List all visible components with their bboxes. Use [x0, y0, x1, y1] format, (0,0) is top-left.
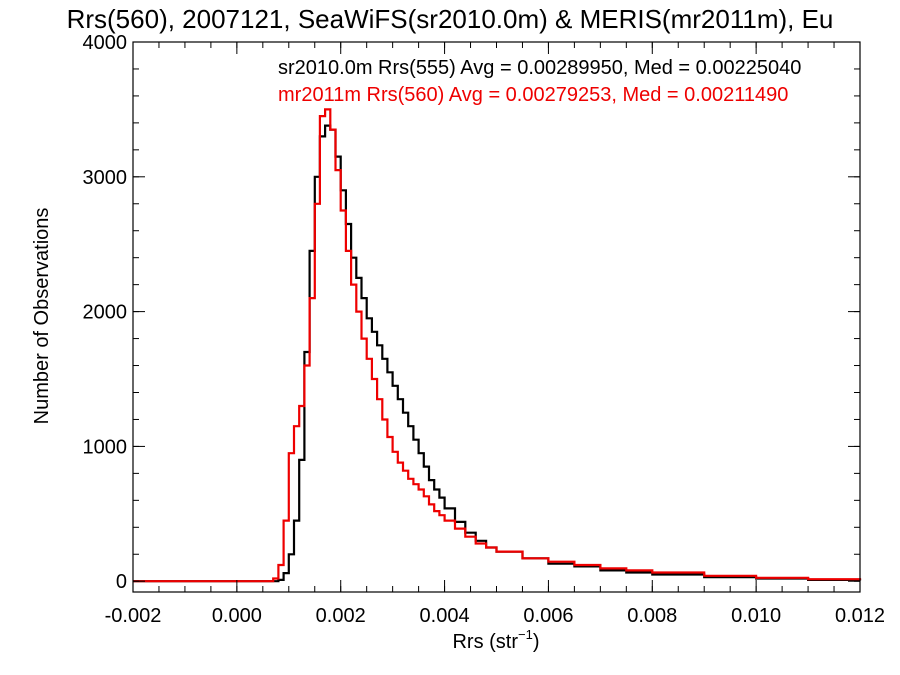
chart-title: Rrs(560), 2007121, SeaWiFS(sr2010.0m) & … [67, 4, 834, 34]
x-tick-label: -0.002 [105, 605, 162, 627]
x-axis-label: Rrs (str−1) [452, 627, 539, 653]
x-axis-label-close: ) [533, 631, 540, 653]
y-tick-label: 1000 [83, 436, 128, 458]
y-tick-label: 4000 [83, 32, 128, 54]
x-tick-label: 0.004 [420, 605, 470, 627]
series-line-0 [133, 124, 862, 583]
x-tick-label: 0.010 [731, 605, 781, 627]
legend: sr2010.0m Rrs(555) Avg = 0.00289950, Med… [278, 57, 801, 106]
x-tick-label: 0.012 [835, 605, 885, 627]
x-axis-label-text: Rrs (str [452, 631, 518, 653]
x-tick-label: 0.008 [627, 605, 677, 627]
y-tick-label: 0 [116, 571, 127, 593]
x-tick-label: 0.000 [212, 605, 262, 627]
x-tick-label: 0.006 [523, 605, 573, 627]
y-tick-label: 2000 [83, 302, 128, 324]
plot-area: -0.002 0.000 0.002 0.004 0.006 0.008 0.010 0.01… [83, 32, 886, 627]
x-tick-label: 0.002 [316, 605, 366, 627]
legend-entry-meris: mr2011m Rrs(560) Avg = 0.00279253, Med =… [278, 84, 788, 106]
y-tick-label: 3000 [83, 167, 128, 189]
series-line-1 [133, 108, 862, 583]
y-axis-label: Number of Observations [31, 208, 53, 425]
legend-entry-seawifs: sr2010.0m Rrs(555) Avg = 0.00289950, Med… [278, 57, 801, 79]
plot-frame [132, 41, 861, 593]
x-axis-label-superscript: −1 [518, 627, 533, 642]
